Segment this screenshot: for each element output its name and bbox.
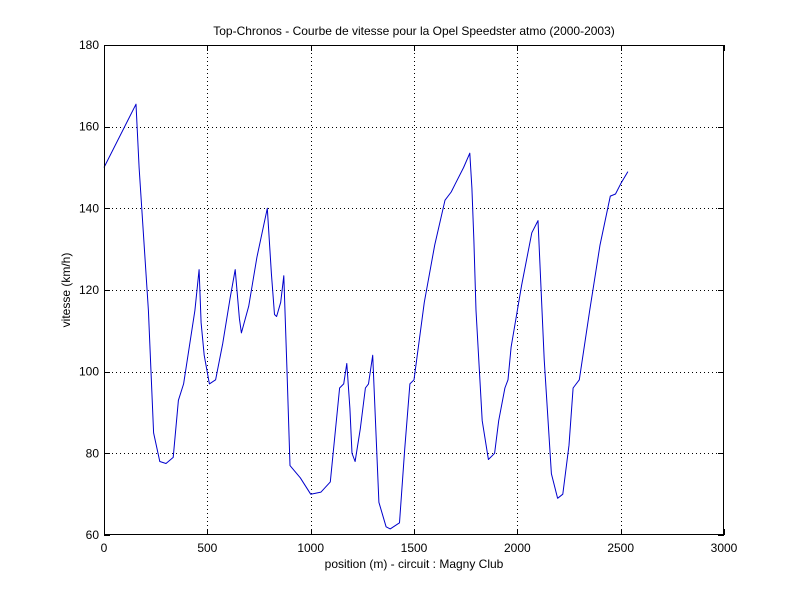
ticks: 0 500 1000 1500 2000 2500 3000 60 80 100 120 140 160… <box>79 38 738 555</box>
x-tick-label: 2000 <box>504 541 531 555</box>
y-tick-label: 120 <box>79 283 99 297</box>
data-layer <box>103 103 629 530</box>
series-line-1 <box>103 103 629 530</box>
y-tick-label: 180 <box>79 38 99 52</box>
y-tick-label: 160 <box>79 120 99 134</box>
y-tick-label: 100 <box>79 365 99 379</box>
x-tick-label: 2500 <box>607 541 634 555</box>
y-tick-label: 60 <box>86 528 100 542</box>
chart-title: Top-Chronos - Courbe de vitesse pour la … <box>213 24 615 38</box>
x-tick-label: 1500 <box>401 541 428 555</box>
y-axis-label: vitesse (km/h) <box>59 253 73 328</box>
x-tick-label: 500 <box>197 541 217 555</box>
x-tick-label: 3000 <box>711 541 738 555</box>
x-tick-label: 1000 <box>297 541 324 555</box>
y-tick-label: 80 <box>86 446 100 460</box>
x-axis-label: position (m) - circuit : Magny Club <box>325 557 504 571</box>
x-tick-label: 0 <box>101 541 108 555</box>
y-tick-label: 140 <box>79 201 99 215</box>
grid <box>104 45 724 535</box>
